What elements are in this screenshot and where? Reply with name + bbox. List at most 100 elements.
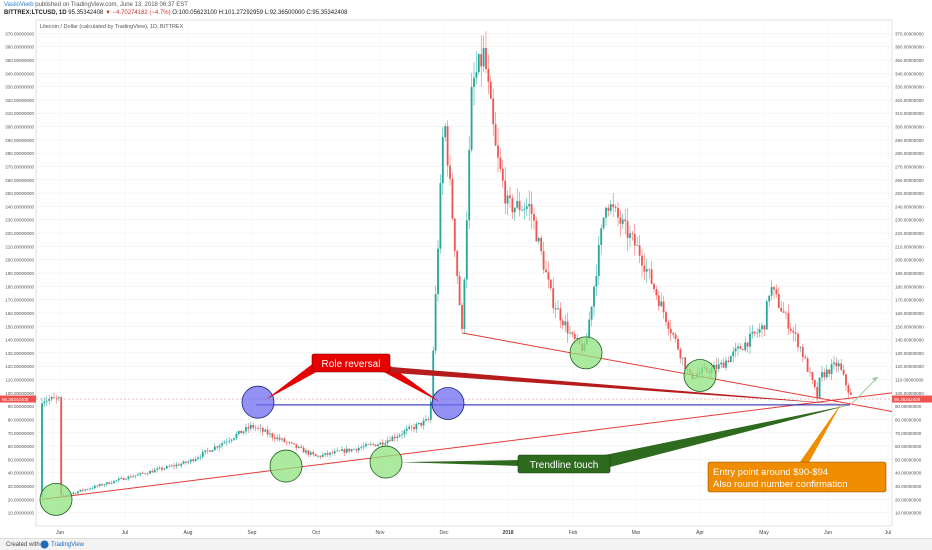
candle-body	[173, 465, 175, 467]
candle-body	[758, 329, 761, 333]
footer-brand-label[interactable]: TradingView	[51, 542, 85, 548]
candle-body	[122, 478, 125, 480]
candle-body	[271, 433, 274, 438]
candle-body	[523, 208, 526, 210]
candle-body	[533, 213, 535, 221]
candle-body	[115, 480, 118, 481]
candle-body	[300, 446, 303, 448]
y-tick-label-left: 20.00000000	[8, 497, 35, 502]
candle-body	[535, 220, 538, 242]
candle-body	[350, 449, 353, 452]
candle-body	[168, 466, 171, 467]
candle-body	[273, 437, 276, 440]
candle-body	[573, 334, 576, 339]
candle-body	[833, 362, 835, 365]
y-tick-label-left: 200.00000000	[5, 258, 34, 263]
candle-body	[163, 468, 166, 470]
candle-body	[739, 346, 742, 350]
y-tick-label-left: 120.00000000	[5, 364, 34, 369]
candle-body	[792, 330, 795, 333]
y-tick-label-right: 190.00000000	[895, 271, 924, 276]
candle-body	[213, 446, 216, 451]
trendline-pointer-right	[600, 404, 850, 468]
candle-body	[84, 489, 87, 491]
candle-body	[156, 468, 159, 470]
candle-body	[727, 360, 730, 363]
candle-body	[513, 207, 516, 213]
candle-body	[333, 451, 336, 454]
x-tick-label: 2018	[502, 530, 513, 536]
candle-body	[816, 386, 819, 399]
candle-body	[713, 364, 715, 368]
candle-body	[96, 485, 99, 487]
candle-body	[108, 482, 111, 484]
y-tick-label-right: 150.00000000	[895, 324, 924, 329]
candle-body	[201, 451, 204, 457]
candle-body	[465, 220, 468, 280]
candle-body	[509, 195, 511, 199]
candle-body	[137, 474, 139, 476]
candle-body	[55, 397, 58, 399]
candle-body	[607, 207, 610, 211]
y-tick-label-left: 100.00000000	[5, 391, 34, 396]
candle-body	[590, 306, 593, 320]
candle-body	[230, 439, 233, 441]
candle-body	[830, 364, 833, 374]
candle-body	[223, 442, 226, 444]
role-reversal-pointer-left	[266, 362, 320, 400]
symbol-info: BITTREX:LTCUSD, 1D 95.35342408 ▼ −4.7027…	[4, 10, 347, 16]
candle-body	[278, 437, 281, 440]
candle-body	[290, 442, 293, 444]
candle-body	[669, 328, 672, 334]
candle-body	[374, 444, 377, 447]
y-tick-label-right: 140.00000000	[895, 338, 924, 343]
y-tick-label-left: 320.00000000	[5, 98, 34, 103]
candle-body	[103, 484, 106, 486]
candle-body	[396, 436, 399, 439]
close-value: 95.35342408	[68, 10, 104, 16]
candle-body	[557, 308, 559, 310]
candle-body	[554, 308, 557, 310]
candle-body	[86, 489, 89, 490]
y-tick-label-right: 100.00000000	[895, 391, 924, 396]
candle-body	[729, 356, 732, 363]
y-tick-label-left: 70.00000000	[8, 431, 35, 436]
candle-body	[593, 286, 595, 307]
candle-body	[619, 217, 622, 224]
candle-body	[288, 442, 291, 443]
candle-body	[499, 157, 502, 169]
candle-body	[283, 438, 286, 442]
candle-body	[482, 48, 485, 67]
candle-body	[648, 269, 651, 270]
candle-body	[780, 307, 783, 312]
candle-body	[216, 446, 219, 448]
y-tick-label-right: 180.00000000	[895, 284, 924, 289]
y-tick-label-left: 220.00000000	[5, 231, 34, 236]
candle-body	[461, 304, 463, 329]
candle-body	[602, 217, 605, 229]
candle-body	[765, 301, 768, 330]
trendline-touch-box	[517, 454, 611, 474]
candle-body	[420, 422, 423, 426]
candle-body	[737, 346, 739, 349]
x-tick-label: Aug	[184, 530, 193, 536]
candle-body	[753, 331, 756, 334]
candle-body	[432, 350, 435, 402]
candle-body	[801, 347, 804, 358]
ticker-label: BITTREX:LTCUSD, 1D	[4, 10, 67, 16]
y-tick-label-right: 320.00000000	[895, 98, 924, 103]
candle-body	[321, 454, 324, 457]
candle-body	[204, 450, 207, 452]
y-tick-label-left: 290.00000000	[5, 138, 34, 143]
y-tick-label-right: 60.00000000	[895, 444, 922, 449]
price-chart[interactable]: 10.00000000 10.00000000 20.00000000 20.0000…	[0, 0, 932, 538]
candle-body	[605, 207, 607, 218]
candle-body	[153, 469, 156, 473]
y-tick-label-right: 370.00000000	[895, 31, 924, 36]
candle-body	[487, 68, 490, 82]
candle-body	[77, 491, 79, 494]
author-link[interactable]: VasiloVeeb	[4, 2, 34, 8]
candle-body	[317, 455, 319, 457]
candle-body	[158, 467, 161, 469]
falling-resistance-line	[461, 332, 893, 412]
